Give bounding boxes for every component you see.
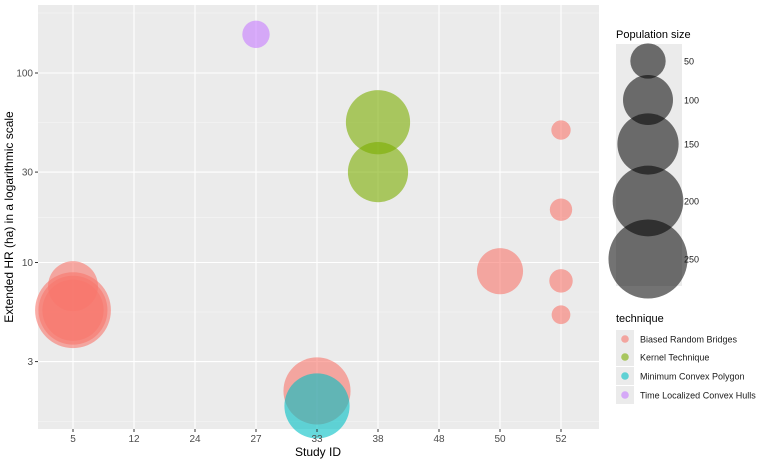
color-legend-title: technique [616,313,664,325]
x-tick-label: 50 [494,434,506,445]
y-tick-label: 30 [22,168,34,179]
x-axis-title: Study ID [295,445,341,459]
data-point [242,20,270,49]
color-legend-key [621,391,629,399]
data-point [551,305,571,325]
x-tick-label: 27 [250,434,262,445]
size-legend: Population size 50 100 150 200 250 [608,29,699,299]
size-legend-label: 150 [684,140,699,150]
x-tick-label: 5 [70,434,76,445]
size-legend-label: 200 [684,197,699,207]
x-tick-label: 52 [555,434,567,445]
data-points [35,20,573,439]
y-axis-title: Extended HR (ha) in a logarithmic scale [2,111,16,323]
size-legend-label: 50 [684,57,694,67]
size-legend-title: Population size [616,29,691,41]
y-tick-label: 10 [22,258,34,269]
size-legend-label: 100 [684,96,699,106]
x-tick-label: 24 [189,434,201,445]
x-tick-label: 38 [372,434,384,445]
color-legend-label: Biased Random Bridges [640,335,738,345]
x-axis-ticks: 5 12 24 27 33 38 48 50 52 [70,429,567,445]
data-point [476,248,524,295]
color-legend: technique Biased Random Bridges Kernel Te… [616,313,756,404]
color-legend-label: Time Localized Convex Hulls [640,391,756,401]
color-legend-key [621,372,629,380]
size-legend-key [630,43,666,79]
x-tick-label: 12 [128,434,140,445]
color-legend-label: Kernel Technique [640,353,709,363]
size-legend-key [608,219,688,299]
y-tick-label: 100 [16,69,33,80]
y-axis-ticks: 3 10 30 100 [16,69,38,368]
x-tick-label: 33 [311,434,323,445]
data-point [551,120,571,140]
color-legend-key [621,335,629,343]
x-tick-label: 48 [433,434,445,445]
color-legend-key [621,353,629,361]
data-point [284,373,350,439]
data-point [48,261,98,312]
data-point [549,269,573,293]
color-legend-label: Minimum Convex Polygon [640,372,745,382]
data-point [345,90,411,155]
size-legend-label: 250 [684,255,699,265]
size-legend-key [612,165,684,237]
data-point [549,198,573,221]
y-tick-label: 3 [27,357,33,368]
size-legend-key [617,113,679,175]
size-legend-key [623,75,673,125]
data-point [347,141,409,203]
